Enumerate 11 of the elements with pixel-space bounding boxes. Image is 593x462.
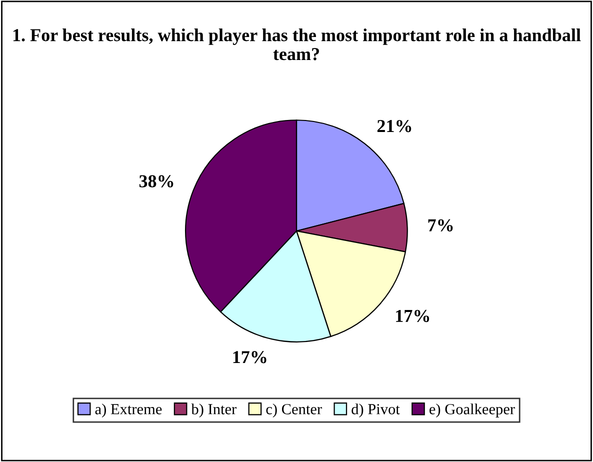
legend-label: b) Inter [191, 404, 236, 418]
legend-label: e) Goalkeeper [430, 404, 515, 418]
legend-label: d) Pivot [352, 404, 400, 418]
data-label: 7% [428, 219, 453, 232]
data-label: 38% [139, 175, 174, 188]
legend-label: a) Extreme [95, 404, 162, 418]
data-label: 17% [396, 310, 430, 322]
data-label: 17% [233, 351, 266, 364]
data-label: 21% [377, 120, 412, 132]
chart-title: 1. For best results, which player has the most important role in a handball team? [13, 28, 581, 60]
legend-label: c) Center [266, 404, 322, 418]
